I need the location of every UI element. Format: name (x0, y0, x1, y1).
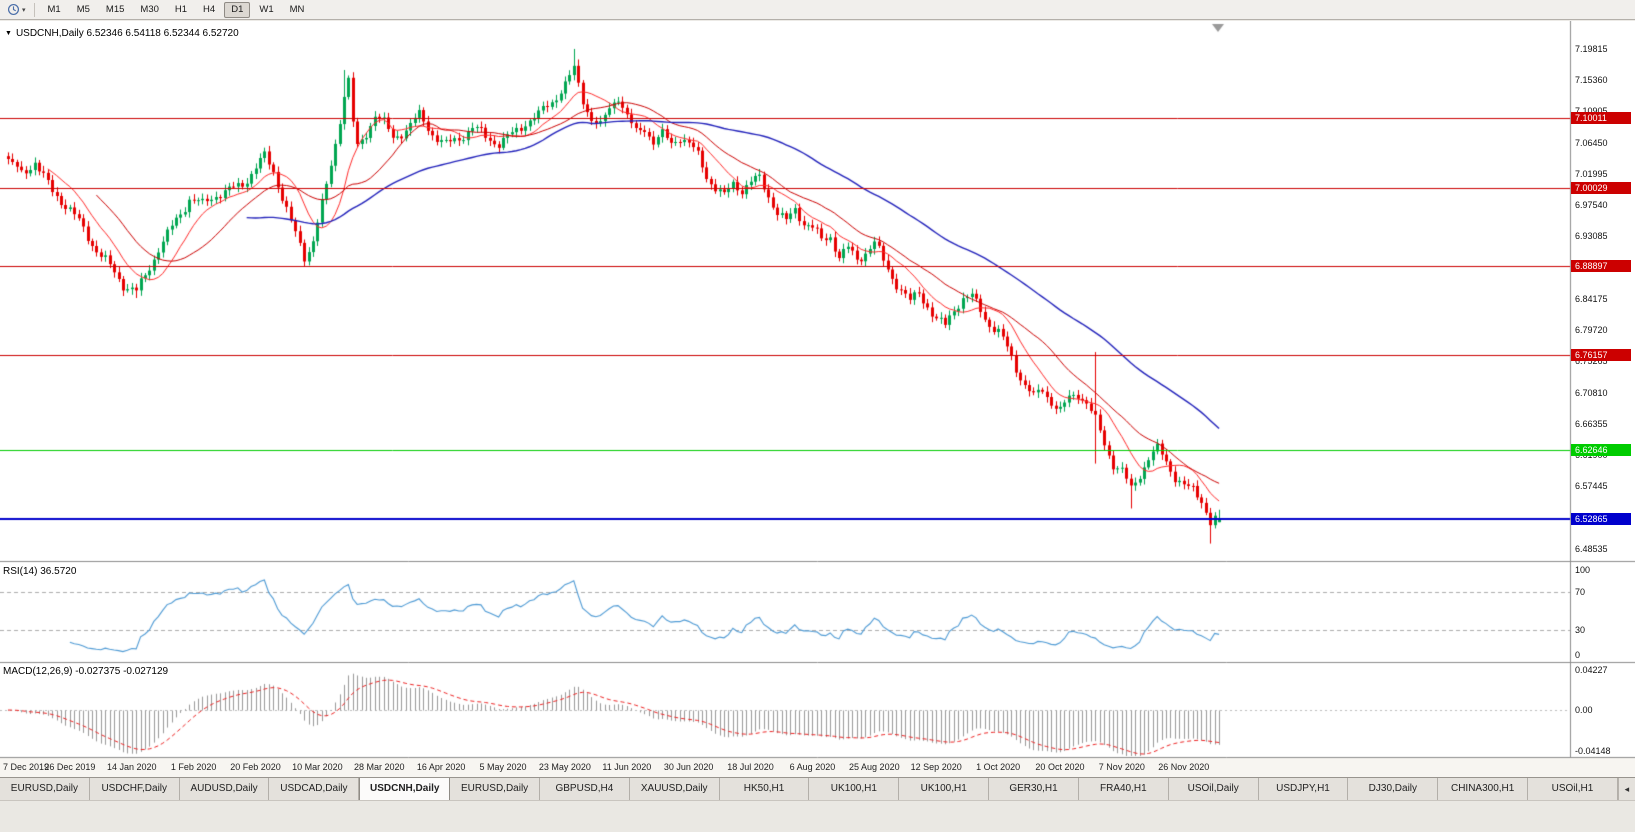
chart-tab-usdcnh-daily[interactable]: USDCNH,Daily (359, 778, 451, 800)
date-axis-label: 26 Nov 2020 (1158, 762, 1210, 772)
date-axis-label: 26 Dec 2019 (44, 762, 96, 772)
chart-window: 7.19815 7.15360 7.10905 7.06450 7.01995 6.975… (0, 21, 1635, 777)
chart-tab-china300-h1[interactable]: CHINA300,H1 (1438, 778, 1529, 800)
price-axis-label: 7.10905 (1575, 106, 1608, 116)
date-axis-label: 6 Aug 2020 (789, 762, 836, 772)
date-axis-label: 10 Mar 2020 (292, 762, 343, 772)
date-axis-label: 25 Aug 2020 (849, 762, 900, 772)
timeframe-button-m1[interactable]: M1 (47, 3, 61, 15)
chart-tab-dj30-daily[interactable]: DJ30,Daily (1348, 778, 1439, 800)
price-axis-label: 6.57445 (1575, 481, 1608, 492)
price-axis-label: 6.93085 (1575, 231, 1608, 242)
collapse-triangle-icon[interactable]: ▼ (5, 30, 12, 37)
price-axis-label: 6.66355 (1575, 418, 1608, 429)
rsi-axis-label: 0 (1575, 650, 1581, 660)
date-axis-label: 7 Nov 2020 (1098, 762, 1145, 772)
price-axis-label: 6.97540 (1575, 200, 1608, 211)
date-axis-label: 23 May 2020 (538, 762, 591, 772)
chart-tab-audusd-daily[interactable]: AUDUSD,Daily (180, 778, 270, 800)
chart-tab-usdcad-daily[interactable]: USDCAD,Daily (269, 778, 360, 800)
date-axis-label: 11 Jun 2020 (602, 762, 652, 772)
chart-tab-usoil-daily[interactable]: USOil,Daily (1169, 778, 1259, 800)
date-axis-label: 12 Sep 2020 (910, 762, 962, 772)
price-axis-label: 6.48535 (1575, 543, 1608, 554)
price-level-badge: 6.88897 (1571, 260, 1631, 272)
chart-tab-uk100-h1[interactable]: UK100,H1 (809, 778, 900, 800)
status-bar (0, 800, 1635, 832)
price-axis-label: 7.19815 (1575, 43, 1608, 54)
timeframes-dropdown[interactable]: ▾ (4, 3, 29, 16)
chart-tab-hk50-h1[interactable]: HK50,H1 (720, 778, 810, 800)
date-axis-label: 14 Jan 2020 (106, 762, 157, 772)
date-axis-label: 5 May 2020 (479, 762, 527, 772)
macd-axis-label: 0.04227 (1575, 665, 1608, 675)
chart-title-text: USDCNH,Daily 6.52346 6.54118 6.52344 6.5… (15, 28, 239, 39)
macd-axis-label: 0.00 (1575, 705, 1593, 716)
chart-tab-gbpusd-h4[interactable]: GBPUSD,H4 (540, 778, 630, 800)
timeframe-button-d1[interactable]: D1 (224, 1, 251, 18)
timeframe-button-h1[interactable]: H1 (174, 3, 188, 15)
timeframe-button-w1[interactable]: W1 (259, 3, 274, 15)
date-axis-label: 20 Oct 2020 (1035, 762, 1085, 772)
chart-overlays: 7.19815 7.15360 7.10905 7.06450 7.01995 6.975… (0, 21, 1635, 777)
rsi-axis-label: 70 (1575, 587, 1586, 598)
chart-tab-usdjpy-h1[interactable]: USDJPY,H1 (1259, 778, 1349, 800)
chart-tab-uk100-h1[interactable]: UK100,H1 (899, 778, 990, 800)
price-axis-label: 7.01995 (1575, 168, 1608, 179)
chevron-down-icon: ▾ (22, 6, 26, 14)
price-axis-label: 6.84175 (1575, 293, 1608, 304)
tab-scroll-left-icon[interactable]: ◂ (1617, 778, 1635, 800)
date-axis-label: 30 Jun 2020 (663, 762, 714, 772)
price-axis-label: 7.15360 (1575, 75, 1608, 86)
price-axis-label: 6.70810 (1575, 387, 1608, 398)
rsi-axis-label: 30 (1575, 624, 1586, 635)
clock-icon (7, 3, 20, 16)
price-axis-label: 7.06450 (1575, 137, 1608, 148)
date-axis-label: 7 Dec 2019 (3, 762, 50, 772)
toolbar-separator (33, 2, 35, 17)
macd-axis-label: -0.04148 (1575, 746, 1611, 756)
chart-tabs-bar: EURUSD,Daily USDCHF,Daily AUDUSD,Daily USDC… (0, 777, 1635, 800)
chart-title: ▼ USDCNH,Daily 6.52346 6.54118 6.52344 6… (5, 28, 239, 39)
timeframe-button-m15[interactable]: M15 (105, 3, 125, 15)
chart-tab-usdchf-daily[interactable]: USDCHF,Daily (90, 778, 180, 800)
date-axis-label: 20 Feb 2020 (230, 762, 281, 772)
chart-canvas[interactable] (0, 21, 1635, 777)
price-level-badge: 6.52865 (1571, 513, 1631, 525)
date-axis-label: 16 Apr 2020 (416, 762, 466, 772)
price-axis-label: 6.75265 (1575, 356, 1608, 367)
price-level-badge: 6.62646 (1571, 444, 1631, 456)
chart-tab-eurusd-daily[interactable]: EURUSD,Daily (0, 778, 90, 800)
price-level-badge: 7.00029 (1571, 182, 1631, 194)
price-axis-label: 6.79720 (1575, 325, 1608, 336)
timeframe-button-h4[interactable]: H4 (203, 3, 216, 15)
macd-indicator-label: MACD(12,26,9) -0.027375 -0.027129 (3, 666, 169, 677)
rsi-indicator-label: RSI(14) 36.5720 (3, 566, 77, 577)
date-axis-label: 1 Feb 2020 (170, 762, 217, 772)
chart-tab-eurusd-daily[interactable]: EURUSD,Daily (450, 778, 540, 800)
timeframe-button-m30[interactable]: M30 (140, 3, 159, 15)
date-axis-label: 18 Jul 2020 (727, 762, 774, 772)
chart-tab-fra40-h1[interactable]: FRA40,H1 (1079, 778, 1169, 800)
rsi-axis-label: 100 (1575, 565, 1591, 575)
price-level-badge: 7.10011 (1571, 112, 1631, 124)
price-level-badge: 6.76157 (1571, 349, 1631, 361)
timeframe-buttons: M1 M5 M15 M30 H1 H4 D1 W1 MN (40, 1, 313, 18)
chart-tab-usoil-h1[interactable]: USOil,H1 (1528, 778, 1618, 800)
timeframe-button-mn[interactable]: MN (289, 3, 305, 15)
timeframe-button-m5[interactable]: M5 (76, 3, 90, 15)
date-axis-label: 28 Mar 2020 (353, 762, 405, 772)
date-axis-label: 1 Oct 2020 (976, 762, 1021, 772)
chart-tab-ger30-h1[interactable]: GER30,H1 (989, 778, 1079, 800)
toolbar: ▾ M1 M5 M15 M30 H1 H4 D1 W1 MN (0, 0, 1635, 20)
chart-tab-xauusd-daily[interactable]: XAUUSD,Daily (630, 778, 720, 800)
